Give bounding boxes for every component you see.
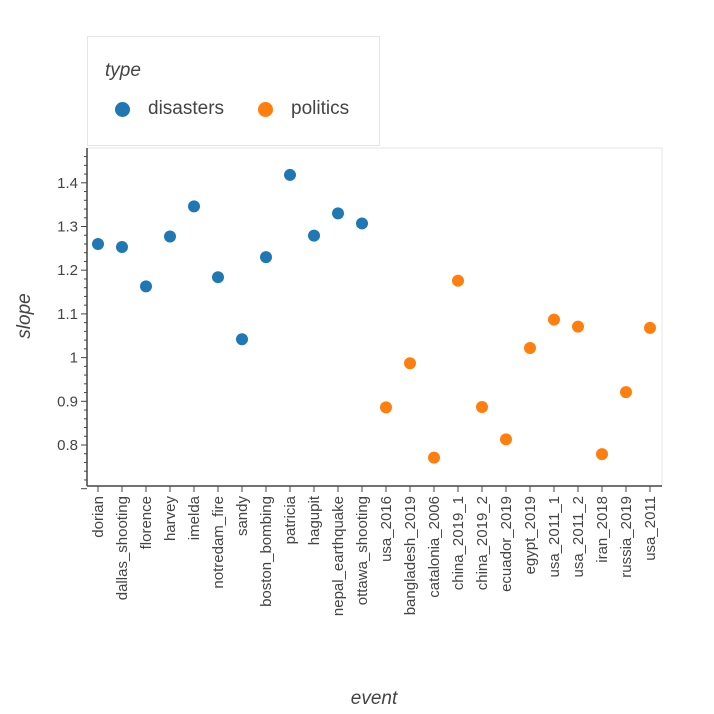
x-tick-label: usa_2016 — [378, 496, 395, 562]
x-tick-label: florence — [138, 496, 155, 549]
data-point-politics-china_2019_1 — [452, 274, 464, 287]
x-tick-label: china_2019_1 — [450, 496, 467, 590]
legend-item-disasters: disasters — [115, 98, 224, 120]
x-tick-label: ottawa_shooting — [354, 496, 371, 605]
y-tick-label: 0.9 — [57, 393, 78, 410]
x-axis-title: event — [351, 688, 398, 709]
x-tick-label: bangladesh_2019 — [402, 496, 419, 615]
data-point-disasters-imelda — [188, 200, 200, 213]
data-point-disasters-florence — [140, 280, 152, 293]
x-tick-label: ecuador_2019 — [498, 496, 515, 592]
y-tick-label: 1 — [70, 350, 78, 367]
x-tick-label: sandy — [234, 496, 251, 537]
x-tick-label: russia_2019 — [618, 496, 635, 578]
legend-marker-politics — [258, 101, 273, 117]
x-tick-label: iran_2018 — [594, 496, 611, 563]
data-point-politics-catalonia_2006 — [428, 451, 440, 464]
x-tick-label: hagupit — [306, 495, 323, 545]
x-tick-label: patricia — [282, 495, 299, 544]
x-tick-label: dallas_shooting — [114, 496, 131, 600]
x-tick-label: china_2019_2 — [474, 496, 491, 590]
axes: 0.8 0.9 1 1.1 1.2 1.3 1.4 dorian dallas_shooting… — [57, 148, 662, 616]
data-point-disasters-boston_bombing — [260, 251, 272, 264]
data-point-disasters-patricia — [284, 168, 296, 181]
data-point-disasters-sandy — [236, 333, 248, 346]
data-point-politics-usa_2016 — [380, 401, 392, 414]
data-point-disasters-dorian — [92, 237, 104, 250]
legend-marker-disasters — [115, 101, 130, 117]
plot-area — [86, 147, 663, 487]
data-point-disasters-harvey — [164, 230, 176, 243]
legend — [87, 36, 380, 146]
y-tick-label: 1.3 — [57, 219, 78, 236]
x-tick-label: egypt_2019 — [522, 496, 539, 574]
data-point-politics-russia_2019 — [620, 386, 632, 399]
data-point-politics-egypt_2019 — [524, 341, 536, 354]
x-tick-label: notredam_fire — [210, 496, 227, 589]
data-point-politics-iran_2018 — [596, 448, 608, 461]
legend-item-politics: politics — [258, 98, 349, 120]
x-tick-label: harvey — [162, 496, 179, 542]
y-axis-title: slope — [14, 293, 35, 338]
data-point-politics-usa_2011_2 — [572, 320, 584, 333]
x-tick-label: usa_2011 — [642, 496, 659, 561]
x-tick-label: imelda — [186, 495, 203, 540]
x-tick-label: usa_2011_2 — [570, 496, 587, 577]
data-point-disasters-dallas_shooting — [116, 241, 128, 254]
x-tick-label: nepal_earthquake — [330, 496, 347, 616]
data-point-politics-bangladesh_2019 — [404, 357, 416, 370]
data-point-politics-ecuador_2019 — [500, 433, 512, 446]
legend-title: type — [105, 60, 141, 81]
x-tick-label: dorian — [90, 496, 107, 538]
data-point-disasters-nepal_earthquake — [332, 207, 344, 220]
y-tick-label: 1.4 — [57, 175, 78, 192]
legend-label-politics: politics — [291, 98, 350, 119]
data-points — [92, 168, 656, 464]
data-point-politics-usa_2011_1 — [548, 313, 560, 326]
data-point-politics-usa_2011 — [644, 321, 656, 334]
data-point-disasters-ottawa_shooting — [356, 217, 368, 230]
x-tick-label: boston_bombing — [258, 496, 275, 607]
data-point-disasters-notredam_fire — [212, 271, 224, 284]
y-tick-label: 0.8 — [57, 437, 78, 454]
y-tick-label: 1.2 — [57, 262, 78, 279]
y-tick-label: 1.1 — [57, 306, 78, 323]
data-point-politics-china_2019_2 — [476, 400, 488, 413]
x-tick-label: catalonia_2006 — [426, 496, 443, 598]
x-tick-label: usa_2011_1 — [546, 496, 563, 577]
data-point-disasters-hagupit — [308, 229, 320, 242]
legend-label-disasters: disasters — [148, 98, 225, 119]
